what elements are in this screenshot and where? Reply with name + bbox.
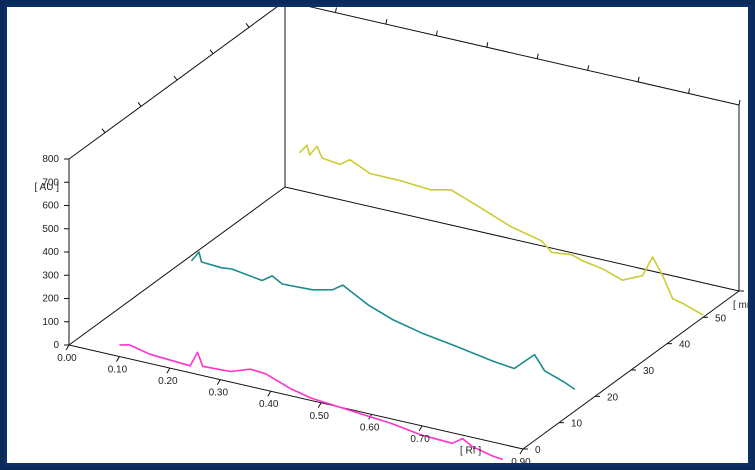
y-tick-label: 600 [42, 201, 59, 212]
top-back-tick [637, 76, 640, 82]
x-tick [216, 379, 221, 385]
series-line-1 [119, 344, 504, 461]
y-tick-label: 100 [42, 317, 59, 328]
x-tick-label: 0.50 [309, 411, 329, 422]
z-tick-label: 40 [679, 340, 691, 351]
z-tick-label: 0 [535, 445, 541, 456]
x-tick [116, 356, 120, 362]
x-tick-label: 0.20 [158, 376, 178, 387]
x-tick-label: 0.90 [511, 457, 531, 463]
x-axis-line [68, 344, 524, 450]
series-line-2 [190, 251, 576, 391]
top-back-tick [688, 88, 691, 94]
z-tick-label: 10 [571, 419, 583, 430]
z-axis-label: [ mm ] [733, 300, 748, 311]
top-edge-tick [209, 49, 214, 54]
top-edge-tick [137, 102, 142, 107]
y-tick-label: 800 [42, 154, 59, 165]
x-tick-label: 0.40 [259, 399, 279, 410]
top-back-tick [486, 42, 489, 48]
y-tick-label: 400 [42, 247, 59, 258]
y-tick-label: 300 [42, 270, 59, 281]
top-back-tick [587, 65, 590, 71]
y-tick-label: 0 [53, 340, 59, 351]
x-tick [418, 425, 423, 432]
z-tick-label: 50 [715, 313, 727, 324]
x-axis-label: [ Rf ] [460, 445, 481, 456]
chart-frame: 0 100 200 300 400 500 600 700 800[ AU ] 0.00 0.10 0… [4, 4, 751, 466]
top-back-tick [385, 19, 388, 25]
x-tick-label: 0.10 [108, 365, 128, 376]
y-tick-label: 500 [42, 224, 59, 235]
top-edge-tick [101, 128, 106, 133]
top-back-tick [536, 53, 539, 59]
x-tick [65, 344, 70, 351]
series-line-3 [298, 144, 704, 316]
z-tick-label: 30 [643, 366, 655, 377]
y-axis-label: [ AU ] [35, 182, 60, 193]
x-tick-label: 0.60 [360, 422, 380, 433]
top-back-tick [435, 30, 438, 36]
x-tick [267, 390, 272, 397]
top-edge-tick [173, 75, 178, 81]
floor-back-left-edge [68, 186, 286, 346]
x-tick [519, 448, 524, 455]
x-tick [166, 367, 171, 374]
x-tick [317, 402, 322, 409]
x-tick-label: 0.30 [209, 388, 229, 399]
x-tick-label: 0.70 [410, 434, 430, 445]
top-left-edge [68, 7, 278, 160]
top-edge-tick [245, 23, 250, 28]
y-tick-label: 700 [42, 177, 59, 188]
top-back-tick [334, 7, 337, 13]
z-tick-label: 20 [607, 392, 619, 403]
chart-series [119, 144, 704, 461]
top-back-tick [738, 99, 741, 106]
chart-axes [64, 7, 744, 455]
y-tick-label: 200 [42, 294, 59, 305]
top-back-edge [308, 7, 740, 106]
x-tick-label: 0.00 [57, 353, 77, 364]
floor-back-edge [284, 186, 740, 292]
